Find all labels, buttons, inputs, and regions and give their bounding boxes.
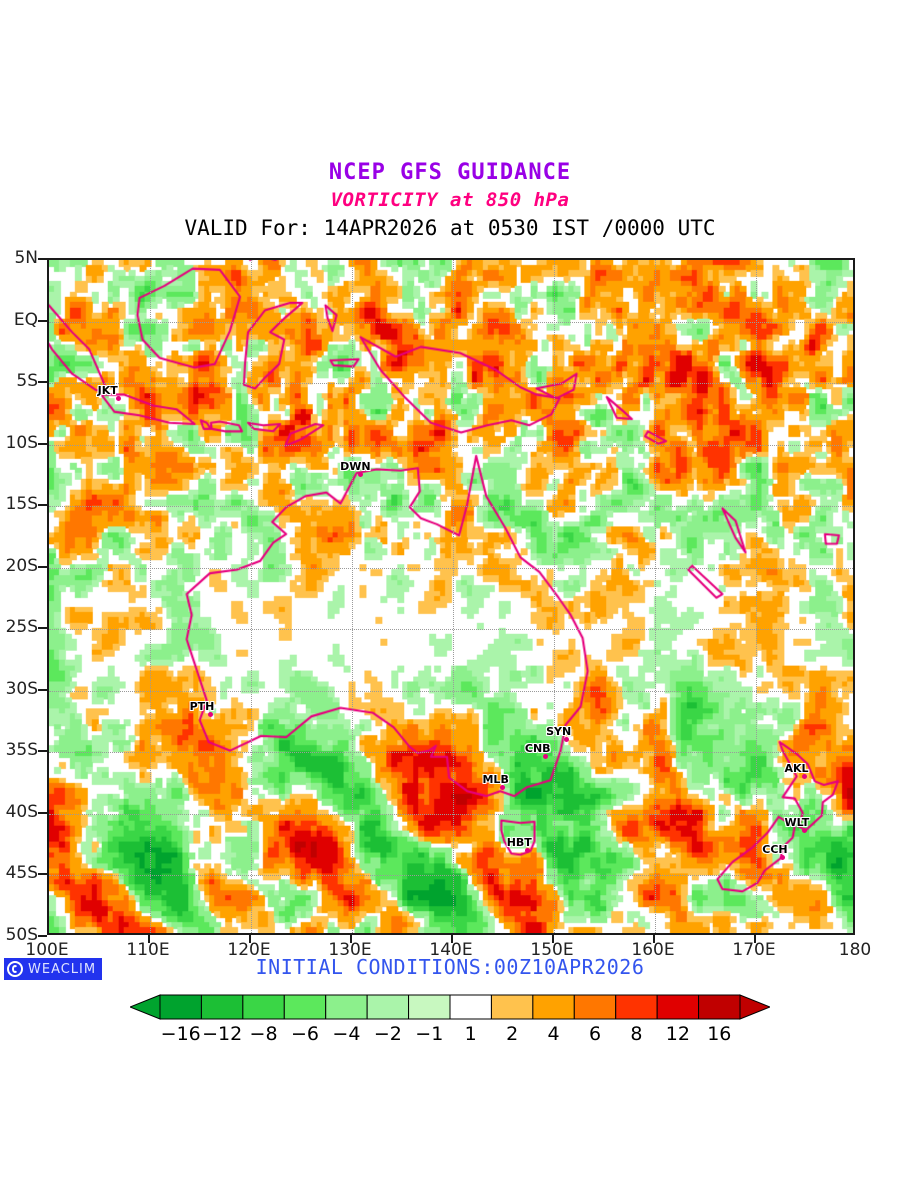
x-axis-tick [148, 935, 150, 943]
x-axis-tick-label: 140E [429, 940, 473, 960]
colorbar-band [283, 994, 327, 1020]
y-axis-tick [38, 811, 47, 814]
colorbar-tick-label: −1 [415, 1023, 444, 1045]
y-axis-tick-label: 50S [5, 925, 38, 945]
colorbar-band [490, 994, 534, 1020]
y-axis-tick-label: 35S [5, 740, 38, 761]
colorbar-tick-label: 12 [665, 1023, 690, 1045]
colorbar-tick-label: 16 [707, 1023, 732, 1045]
y-axis-tick [38, 381, 47, 384]
y-axis-tick [38, 258, 47, 260]
y-axis-tick [38, 504, 47, 507]
x-axis-tick-label: 110E [126, 940, 170, 960]
colorbar-tick-label: 4 [547, 1023, 560, 1045]
colorbar-tick-label: −16 [160, 1023, 201, 1045]
colorbar-band [656, 994, 700, 1020]
colorbar-tick-label: −8 [249, 1023, 278, 1045]
map-plot-area: JKT DWN PTH SYN CNB MLB HBT AKL WLT CCH [47, 258, 855, 935]
colorbar-extend-low [130, 994, 161, 1020]
colorbar-tick-label: 2 [506, 1023, 519, 1045]
y-axis-tick [38, 319, 47, 322]
y-axis-tick [38, 750, 47, 753]
colorbar-swatches [130, 994, 770, 1020]
x-axis-tick-label: 160E [631, 940, 675, 960]
colorbar-band [159, 994, 202, 1020]
colorbar-band [242, 994, 285, 1020]
colorbar-band [366, 994, 410, 1020]
colorbar-band [615, 994, 658, 1020]
colorbar-band [449, 994, 492, 1020]
x-axis-tick-label: 100E [25, 940, 69, 960]
y-axis-tick [38, 873, 47, 876]
colorbar-tick-label: −12 [202, 1023, 243, 1045]
x-axis-tick-label: 180 [838, 940, 872, 960]
x-axis-tick [451, 935, 453, 943]
x-axis-tick [552, 935, 554, 943]
x-axis-tick-label: 170E [732, 940, 776, 960]
y-axis-tick-label: 20S [5, 555, 38, 576]
y-axis-tick-label: 40S [5, 801, 38, 822]
y-axis-tick [38, 935, 47, 937]
colorbar: −16 −12 −8 −6 −4 −2 −1 1 2 4 6 8 12 16 [0, 993, 900, 1063]
y-axis-tick [38, 565, 47, 568]
colorbar-band [408, 994, 451, 1020]
chart-title-block: NCEP GFS GUIDANCE VORTICITY at 850 hPa V… [0, 160, 900, 241]
colorbar-band [698, 994, 741, 1020]
page-title: NCEP GFS GUIDANCE [328, 160, 572, 185]
weaclim-logo-badge: WEACLIM [4, 958, 103, 980]
y-axis-tick [38, 442, 47, 445]
y-axis-tick-label: 25S [5, 617, 38, 638]
colorbar-tick-label: −2 [373, 1023, 402, 1045]
x-axis-tick [350, 935, 352, 943]
vorticity-field-canvas [49, 260, 853, 933]
y-axis-tick [38, 688, 47, 691]
x-axis-tick-label: 120E [227, 940, 271, 960]
x-axis-tick-label: 150E [530, 940, 574, 960]
colorbar-band [532, 994, 575, 1020]
weaclim-circle-icon [7, 961, 23, 977]
y-axis-tick-label: 30S [5, 678, 38, 699]
x-axis-tick [249, 935, 251, 943]
y-axis-tick-label: 5S [16, 371, 38, 392]
y-axis-tick-label: 15S [5, 494, 38, 515]
x-axis-tick [754, 935, 756, 943]
y-axis-tick [38, 627, 47, 630]
colorbar-tick-label: 6 [588, 1023, 602, 1045]
initial-conditions-label: INITIAL CONDITIONS:00Z10APR2026 [255, 955, 645, 979]
y-axis-tick-label: 45S [5, 863, 38, 884]
colorbar-band [200, 994, 244, 1020]
x-axis-tick-label: 130E [328, 940, 372, 960]
y-axis-tick-label: 10S [5, 432, 38, 453]
y-axis-tick-label: 5N [14, 248, 38, 268]
colorbar-tick-label: 1 [464, 1023, 477, 1045]
y-axis-tick-label: EQ [13, 309, 38, 330]
chart-subtitle: VORTICITY at 850 hPa [330, 189, 570, 211]
colorbar-tick-label: 8 [630, 1023, 643, 1045]
colorbar-tick-label: −4 [332, 1023, 361, 1045]
colorbar-tick-label: −6 [290, 1023, 320, 1045]
colorbar-band [325, 994, 368, 1020]
x-axis-tick [653, 935, 655, 943]
colorbar-band [573, 994, 617, 1020]
valid-time-label: VALID For: 14APR2026 at 0530 IST /0000 U… [184, 216, 716, 240]
weaclim-logo-label: WEACLIM [28, 961, 97, 977]
colorbar-extend-high [739, 994, 770, 1020]
